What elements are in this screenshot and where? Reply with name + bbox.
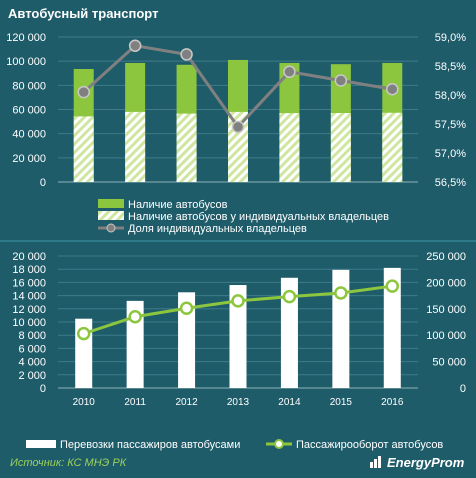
y-tick-left: 2 000 — [18, 370, 46, 382]
y-tick-left: 8 000 — [18, 330, 46, 342]
point-turnover — [334, 286, 348, 300]
point-turnover — [385, 279, 400, 293]
bar-individual — [279, 113, 300, 182]
y-tick-right: 50 000 — [432, 357, 466, 369]
point-turnover — [76, 326, 91, 341]
bar-individual — [176, 113, 197, 182]
y-tick-left: 80 000 — [12, 80, 46, 92]
bar-individual — [382, 112, 403, 182]
y-tick-left: 6 000 — [18, 343, 46, 355]
legend-swatch-total — [98, 199, 124, 208]
y-tick-left: 10 000 — [12, 317, 46, 329]
legend-label-share: Доля индивидуальных владельцев — [128, 223, 307, 235]
bar-individual — [125, 111, 146, 182]
point-share — [77, 85, 90, 99]
x-tick-label: 2011 — [124, 397, 146, 408]
point-turnover — [179, 301, 194, 316]
bar-passengers — [383, 267, 401, 388]
divider — [0, 240, 476, 242]
y-tick-left: 0 — [40, 383, 46, 395]
y-tick-right: 0 — [460, 383, 466, 395]
y-tick-left: 20 000 — [12, 251, 46, 263]
y-tick-right: 57,0% — [435, 148, 466, 160]
y-tick-left: 12 000 — [12, 304, 46, 316]
brand-logo: EnergyProm — [370, 455, 464, 470]
y-tick-left: 20 000 — [12, 153, 46, 165]
y-tick-right: 150 000 — [426, 304, 466, 316]
x-tick-label: 2015 — [330, 397, 353, 408]
legend-label-total: Наличие автобусов — [128, 199, 228, 211]
point-share — [180, 48, 193, 61]
bar-passengers — [229, 285, 247, 388]
point-share — [283, 65, 296, 79]
point-turnover — [231, 294, 245, 308]
point-share — [128, 39, 142, 52]
y-tick-left: 4 000 — [18, 357, 46, 369]
point-share — [231, 120, 245, 134]
legend-label-turnover: Пассажирооборот автобусов — [296, 439, 443, 451]
y-tick-right: 59,0% — [435, 32, 466, 44]
bar-passengers — [178, 292, 196, 388]
bar-passengers — [332, 269, 350, 388]
y-tick-right: 58,0% — [435, 90, 466, 102]
y-tick-left: 120 000 — [6, 32, 46, 44]
legend-swatch-turnover-point — [274, 439, 284, 449]
y-tick-left: 0 — [40, 177, 46, 189]
point-share — [386, 82, 399, 96]
bar-individual — [330, 113, 351, 182]
brand-name: EnergyProm — [387, 455, 465, 470]
bar-individual — [73, 116, 94, 182]
x-tick-label: 2012 — [175, 397, 198, 408]
y-tick-left: 100 000 — [6, 56, 46, 68]
x-tick-label: 2013 — [227, 397, 250, 408]
legend-label-passengers: Перевозки пассажиров автобусами — [60, 439, 240, 451]
legend-swatch-passengers — [26, 440, 56, 448]
y-tick-left: 14 000 — [12, 291, 46, 303]
legend-swatch-share-point — [106, 223, 116, 233]
y-tick-right: 200 000 — [426, 277, 466, 289]
bar-passengers — [280, 277, 298, 388]
y-tick-right: 250 000 — [426, 251, 466, 263]
y-tick-left: 18 000 — [12, 264, 46, 276]
y-tick-right: 58,5% — [435, 61, 466, 73]
bus-fleet-chart: 0 20 000 40 000 60 000 80 000 100 000 120 000 5… — [6, 32, 466, 235]
legend-label-individual: Наличие автобусов у индивидуальных владе… — [128, 211, 389, 223]
legend-swatch-individual — [98, 211, 124, 220]
point-turnover — [128, 309, 142, 324]
y-tick-left: 60 000 — [12, 105, 46, 117]
point-share — [334, 74, 348, 87]
x-tick-label: 2014 — [278, 397, 301, 408]
y-tick-right: 100 000 — [426, 330, 466, 342]
source-note: Источник: КС МНЭ РК — [10, 457, 127, 469]
page-title: Автобусный транспорт — [8, 6, 159, 21]
y-tick-left: 16 000 — [12, 277, 46, 289]
y-tick-left: 40 000 — [12, 129, 46, 141]
bar-passengers — [126, 300, 144, 388]
x-tick-label: 2016 — [381, 397, 404, 408]
energyprom-logo-icon — [370, 456, 381, 468]
y-tick-right: 57,5% — [435, 119, 466, 131]
x-tick-label: 2010 — [73, 397, 96, 408]
y-tick-right: 56,5% — [435, 177, 466, 189]
point-turnover — [282, 289, 297, 304]
